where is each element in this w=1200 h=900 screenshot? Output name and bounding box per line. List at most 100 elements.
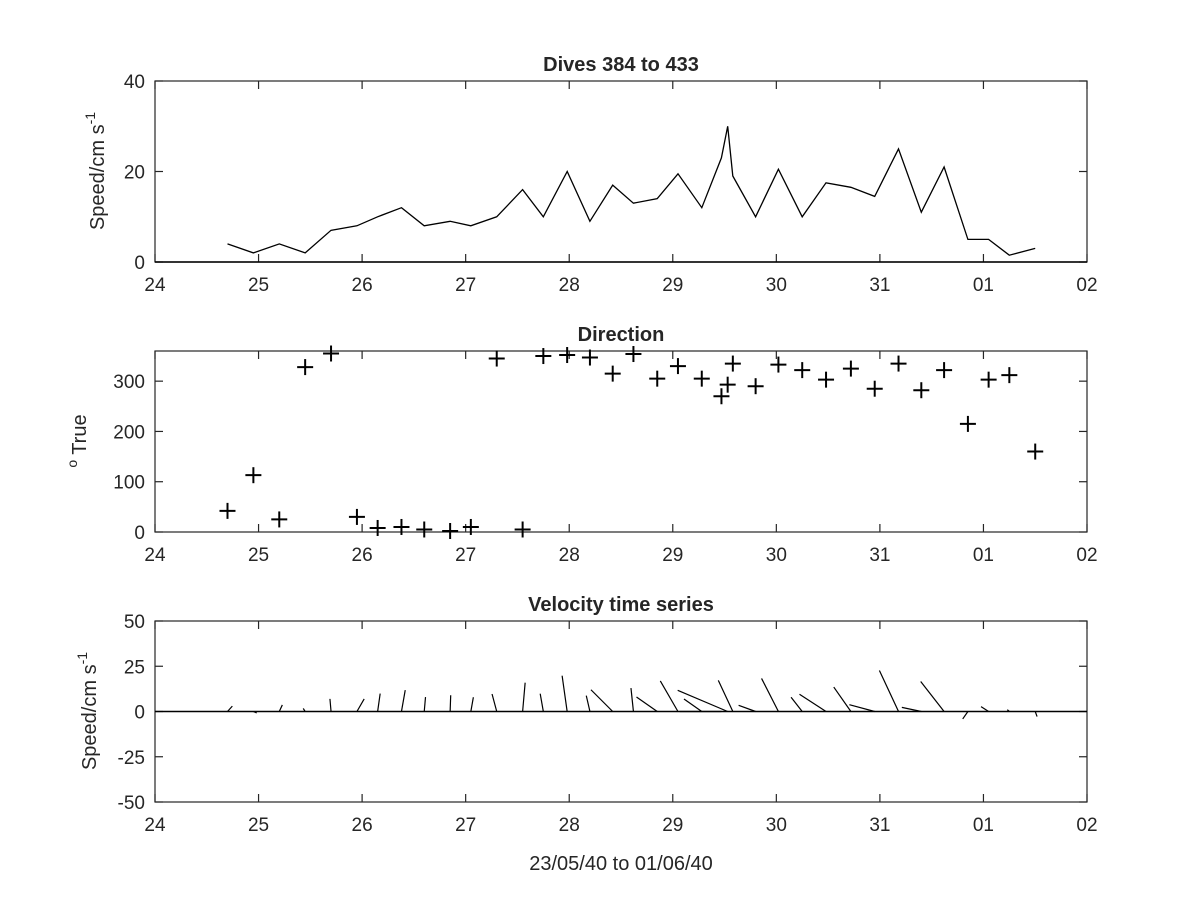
velocity-stick	[1006, 709, 1010, 712]
direction-x-tick-label: 24	[144, 545, 166, 566]
velocity-panel-title: Velocity time series	[528, 594, 714, 616]
direction-panel-title: Direction	[578, 324, 665, 346]
direction-point	[245, 467, 262, 484]
direction-point	[514, 521, 531, 538]
direction-point	[719, 376, 736, 393]
velocity-x-tick-label: 26	[352, 815, 373, 836]
velocity-stick	[878, 670, 900, 712]
velocity-stick	[1034, 711, 1038, 717]
velocity-stick	[522, 682, 526, 712]
direction-point	[462, 518, 479, 535]
velocity-y-tick-label: -50	[118, 793, 145, 814]
direction-point	[1027, 443, 1044, 460]
velocity-stick	[980, 706, 989, 713]
direction-point	[842, 360, 859, 377]
velocity-x-ticks: 24 25 26 27 28 29 30 31 01 02	[144, 621, 1098, 836]
speed-axes-box	[154, 80, 1088, 263]
direction-point	[219, 502, 236, 519]
velocity-y-axis-label-text: Speed/cm s	[79, 664, 101, 770]
direction-x-tick-label: 30	[766, 545, 787, 566]
velocity-stick	[790, 696, 803, 712]
direction-y-tick-label: 200	[113, 422, 145, 443]
velocity-x-axis-label: 23/05/40 to 01/06/40	[529, 853, 713, 875]
velocity-stick	[585, 695, 591, 712]
direction-x-tick-label: 02	[1076, 545, 1097, 566]
velocity-stick	[659, 680, 679, 712]
direction-point	[818, 371, 835, 388]
direction-x-tick-label: 29	[662, 545, 683, 566]
velocity-x-tick-label: 31	[869, 815, 890, 836]
velocity-stick	[329, 698, 332, 712]
speed-y-axis-label-superscript: -1	[82, 112, 98, 125]
speed-panel: Dives 384 to 433 Speed/cm s-1 24 25 26 27 28…	[82, 54, 1098, 296]
velocity-stick	[278, 704, 283, 712]
velocity-panel: Velocity time series Speed/cm s-1 23/05/…	[74, 594, 1098, 875]
direction-point	[581, 349, 598, 366]
velocity-x-tick-label: 28	[559, 815, 580, 836]
speed-x-tick-label: 01	[973, 275, 994, 296]
velocity-stick	[449, 695, 452, 712]
direction-point	[669, 358, 686, 375]
velocity-stick	[761, 678, 779, 712]
speed-x-tick-label: 02	[1076, 275, 1097, 296]
velocity-stick	[901, 706, 922, 713]
velocity-stick	[799, 693, 827, 713]
velocity-stick	[227, 705, 233, 712]
speed-series-line	[227, 126, 1036, 256]
velocity-stick	[849, 704, 875, 713]
velocity-stick	[677, 689, 728, 713]
direction-point	[625, 346, 642, 363]
direction-x-tick-label: 28	[559, 545, 580, 566]
direction-x-tick-label: 25	[248, 545, 269, 566]
velocity-stick	[253, 710, 257, 714]
velocity-x-tick-label: 02	[1076, 815, 1097, 836]
velocity-y-tick-label: -25	[118, 748, 145, 769]
direction-point	[297, 359, 314, 376]
velocity-stick	[356, 698, 365, 712]
velocity-x-tick-label: 29	[662, 815, 683, 836]
velocity-stick	[590, 689, 614, 712]
direction-point	[724, 355, 741, 372]
direction-y-tick-label: 0	[134, 523, 145, 544]
direction-y-tick-label: 300	[113, 372, 145, 393]
direction-point	[271, 511, 288, 528]
direction-point	[488, 350, 505, 367]
velocity-stick	[561, 675, 568, 712]
speed-x-tick-label: 27	[455, 275, 476, 296]
speed-x-tick-label: 24	[144, 275, 166, 296]
direction-point	[442, 522, 459, 539]
velocity-stick	[377, 693, 381, 712]
speed-y-axis-label: Speed/cm s-1	[82, 112, 109, 230]
velocity-stick	[962, 711, 969, 720]
velocity-data	[155, 670, 1087, 720]
velocity-stick	[400, 690, 406, 712]
velocity-x-tick-label: 24	[144, 815, 166, 836]
velocity-x-tick-label: 25	[248, 815, 269, 836]
direction-point	[913, 382, 930, 399]
direction-point	[693, 370, 710, 387]
direction-point	[559, 347, 576, 364]
velocity-stick	[683, 698, 703, 712]
velocity-stick	[302, 708, 306, 712]
speed-x-tick-label: 31	[869, 275, 890, 296]
velocity-stick	[491, 693, 498, 712]
velocity-y-ticks: -50 -25 0 25 50	[118, 612, 1087, 814]
velocity-stick	[636, 696, 658, 712]
direction-axes-box	[154, 350, 1088, 533]
direction-point	[747, 378, 764, 395]
velocity-stick	[920, 681, 945, 712]
direction-point	[980, 371, 997, 388]
direction-point	[535, 348, 552, 365]
velocity-y-tick-label: 50	[124, 612, 145, 633]
speed-y-tick-label: 20	[124, 163, 145, 184]
direction-x-tick-label: 01	[973, 545, 994, 566]
direction-point	[713, 388, 730, 405]
direction-x-ticks: 24 25 26 27 28 29 30 31 01 02	[144, 351, 1098, 566]
direction-data	[219, 345, 1044, 539]
velocity-stick	[833, 686, 852, 712]
direction-point	[770, 356, 787, 373]
direction-y-axis-label-degree: o	[64, 460, 80, 468]
direction-point	[604, 365, 621, 382]
velocity-stick	[630, 688, 635, 712]
